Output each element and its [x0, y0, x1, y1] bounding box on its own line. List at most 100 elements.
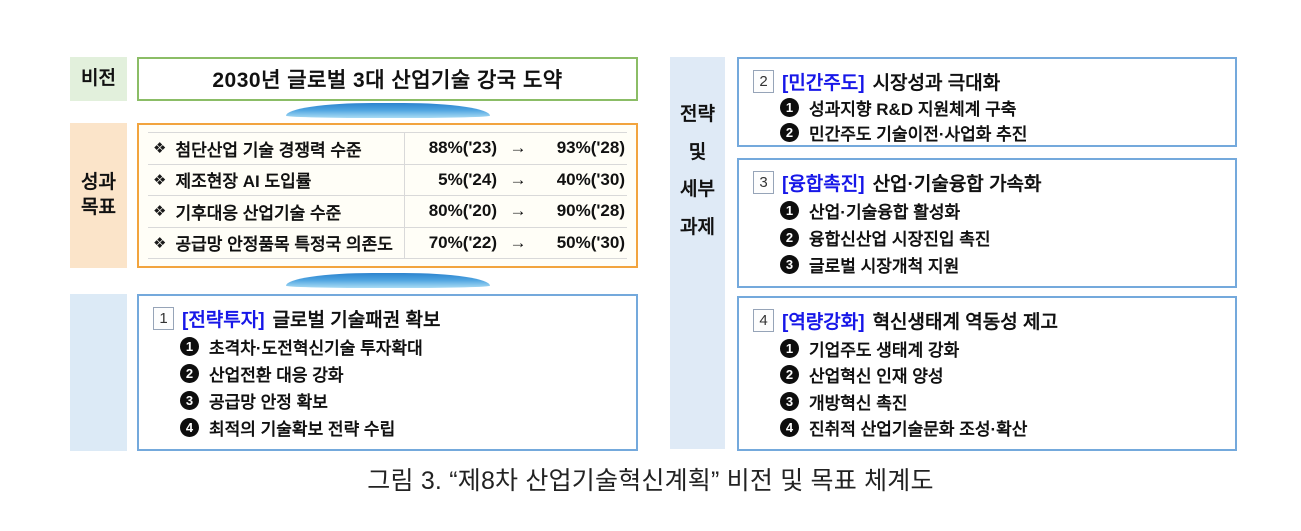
strategy-tasks-label: 전략 및 세부 과제	[670, 57, 725, 449]
right-arrow-icon: →	[509, 169, 527, 189]
goal-from-value: 70%('22)	[428, 232, 497, 252]
circled-number-icon: 3	[180, 391, 199, 410]
strategy-item-text: 민간주도 기술이전·사업화 추진	[809, 125, 1028, 144]
figure-caption: 그림 3. “제8차 산업기술혁신계획” 비전 및 목표 체계도	[367, 467, 934, 495]
right-arrow-icon: →	[509, 232, 527, 252]
goal-to-value: 40%('30)	[556, 169, 625, 189]
strategy-tag: [민간주도]	[782, 73, 865, 94]
table-row: ❖ 제조현장 AI 도입률 5%('24) → 40%('30)	[148, 164, 627, 196]
vision-statement-box: 2030년 글로벌 3대 산업기술 강국 도약	[137, 57, 638, 101]
circled-number-icon: 1	[780, 98, 799, 117]
goal-to-value: 50%('30)	[556, 232, 625, 252]
vision-label: 비전	[70, 57, 127, 101]
strategy-item-text: 최적의 기술확보 전략 수립	[209, 420, 396, 439]
goal-name: 첨단산업 기술 경쟁력 수준	[175, 140, 362, 160]
goals-label-line1: 성과	[81, 171, 116, 193]
table-row: ❖ 기후대응 산업기술 수준 80%('20) → 90%('28)	[148, 196, 627, 228]
empty-label-box	[70, 294, 127, 451]
flow-arrow-icon	[286, 273, 490, 288]
strategy-item: 1 기업주도 생태계 강화	[753, 336, 1221, 361]
strategy-tag: [역량강화]	[782, 312, 865, 333]
goal-from-value: 80%('20)	[428, 201, 497, 221]
goal-name: 기후대응 산업기술 수준	[175, 203, 342, 223]
strategy-item: 3 글로벌 시장개척 지원	[753, 252, 1221, 277]
goal-to-value: 93%('28)	[556, 138, 625, 158]
strategy-item-text: 산업·기술융합 활성화	[809, 203, 961, 222]
strategy-item-text: 융합신산업 시장진입 촉진	[809, 230, 991, 249]
diamond-bullet-icon: ❖	[153, 234, 167, 252]
strategy-item-text: 글로벌 시장개척 지원	[809, 257, 960, 276]
strategy-box-2: 2 [민간주도] 시장성과 극대화 1 성과지향 R&D 지원체계 구축 2 민…	[737, 57, 1237, 147]
strategy-item: 3 공급망 안정 확보	[153, 388, 622, 413]
strategy-item: 1 초격차·도전혁신기술 투자확대	[153, 334, 622, 359]
goal-to-value: 90%('28)	[556, 201, 625, 221]
goal-from-value: 88%('23)	[428, 138, 497, 158]
strategy-tag: [융합촉진]	[782, 174, 865, 195]
strategy-item-text: 성과지향 R&D 지원체계 구축	[809, 100, 1017, 119]
circled-number-icon: 1	[780, 338, 799, 358]
strategy-header: 2 [민간주도] 시장성과 극대화	[753, 68, 1221, 95]
strategy-number-badge: 4	[753, 309, 774, 332]
strategy-item-text: 산업전환 대응 강화	[209, 366, 344, 385]
diamond-bullet-icon: ❖	[153, 171, 167, 189]
goal-name: 제조현장 AI 도입률	[175, 172, 312, 192]
strategy-item: 2 산업혁신 인재 양성	[753, 362, 1221, 387]
right-arrow-icon: →	[509, 201, 527, 221]
strategy-number-badge: 2	[753, 70, 774, 93]
strategy-item: 2 산업전환 대응 강화	[153, 361, 622, 386]
performance-goals-label: 성과 목표	[70, 123, 127, 268]
strategy-number-badge: 1	[153, 307, 174, 330]
circled-number-icon: 2	[780, 365, 799, 384]
circled-number-icon: 2	[780, 228, 799, 247]
strategy-item-text: 산업혁신 인재 양성	[809, 367, 944, 386]
diamond-bullet-icon: ❖	[153, 203, 167, 221]
strategy-item: 2 민간주도 기술이전·사업화 추진	[753, 120, 1221, 145]
circled-number-icon: 1	[180, 337, 199, 356]
vision-statement-text: 2030년 글로벌 3대 산업기술 강국 도약	[212, 69, 563, 92]
strategy-item: 2 융합신산업 시장진입 촉진	[753, 225, 1221, 250]
strategy-item: 1 산업·기술융합 활성화	[753, 198, 1221, 223]
strategy-header: 3 [융합촉진] 산업·기술융합 가속화	[753, 169, 1221, 196]
flow-arrow-icon	[286, 103, 490, 118]
circled-number-icon: 3	[780, 255, 799, 274]
strategy-header: 4 [역량강화] 혁신생태계 역동성 제고	[753, 307, 1221, 334]
right-label-line2: 및	[688, 141, 707, 163]
table-row: ❖ 공급망 안정품목 특정국 의존도 70%('22) → 50%('30)	[148, 227, 627, 259]
circled-number-icon: 2	[780, 123, 799, 142]
strategy-box-4: 4 [역량강화] 혁신생태계 역동성 제고 1 기업주도 생태계 강화 2 산업…	[737, 296, 1237, 451]
performance-goals-table: ❖ 첨단산업 기술 경쟁력 수준 88%('23) → 93%('28) ❖ 제…	[137, 123, 638, 268]
strategy-item: 4 최적의 기술확보 전략 수립	[153, 415, 622, 440]
circled-number-icon: 4	[180, 418, 199, 437]
goal-from-value: 5%('24)	[438, 169, 497, 189]
right-label-line3: 세부	[680, 179, 715, 201]
diamond-bullet-icon: ❖	[153, 140, 167, 158]
goals-rows: ❖ 첨단산업 기술 경쟁력 수준 88%('23) → 93%('28) ❖ 제…	[148, 132, 627, 259]
strategy-item: 3 개방혁신 촉진	[753, 389, 1221, 414]
strategy-title: 혁신생태계 역동성 제고	[872, 312, 1058, 333]
strategy-box-1: 1 [전략투자] 글로벌 기술패권 확보 1 초격차·도전혁신기술 투자확대 2…	[137, 294, 638, 451]
circled-number-icon: 1	[780, 201, 799, 220]
right-arrow-icon: →	[509, 138, 527, 158]
strategy-item-text: 공급망 안정 확보	[209, 393, 328, 412]
strategy-number-badge: 3	[753, 171, 774, 194]
strategy-item-text: 초격차·도전혁신기술 투자확대	[209, 339, 423, 358]
strategy-item: 4 진취적 산업기술문화 조성·확산	[753, 415, 1221, 440]
vision-label-text: 비전	[81, 67, 116, 89]
table-row: ❖ 첨단산업 기술 경쟁력 수준 88%('23) → 93%('28)	[148, 133, 627, 165]
strategy-header: 1 [전략투자] 글로벌 기술패권 확보	[153, 305, 622, 332]
strategy-title: 시장성과 극대화	[872, 73, 1001, 94]
strategy-box-3: 3 [융합촉진] 산업·기술융합 가속화 1 산업·기술융합 활성화 2 융합신…	[737, 158, 1237, 288]
strategy-tag: [전략투자]	[182, 310, 265, 331]
circled-number-icon: 4	[780, 418, 799, 437]
strategy-item-text: 기업주도 생태계 강화	[809, 340, 960, 360]
strategy-item-text: 진취적 산업기술문화 조성·확산	[809, 420, 1028, 439]
right-label-line1: 전략	[680, 104, 715, 125]
strategy-title: 산업·기술융합 가속화	[872, 174, 1042, 195]
right-label-line4: 과제	[680, 217, 715, 239]
goals-label-line2: 목표	[81, 196, 116, 218]
strategy-item-text: 개방혁신 촉진	[809, 393, 908, 413]
strategy-title: 글로벌 기술패권 확보	[272, 310, 441, 331]
goal-name: 공급망 안정품목 특정국 의존도	[175, 235, 393, 255]
circled-number-icon: 3	[780, 391, 799, 411]
